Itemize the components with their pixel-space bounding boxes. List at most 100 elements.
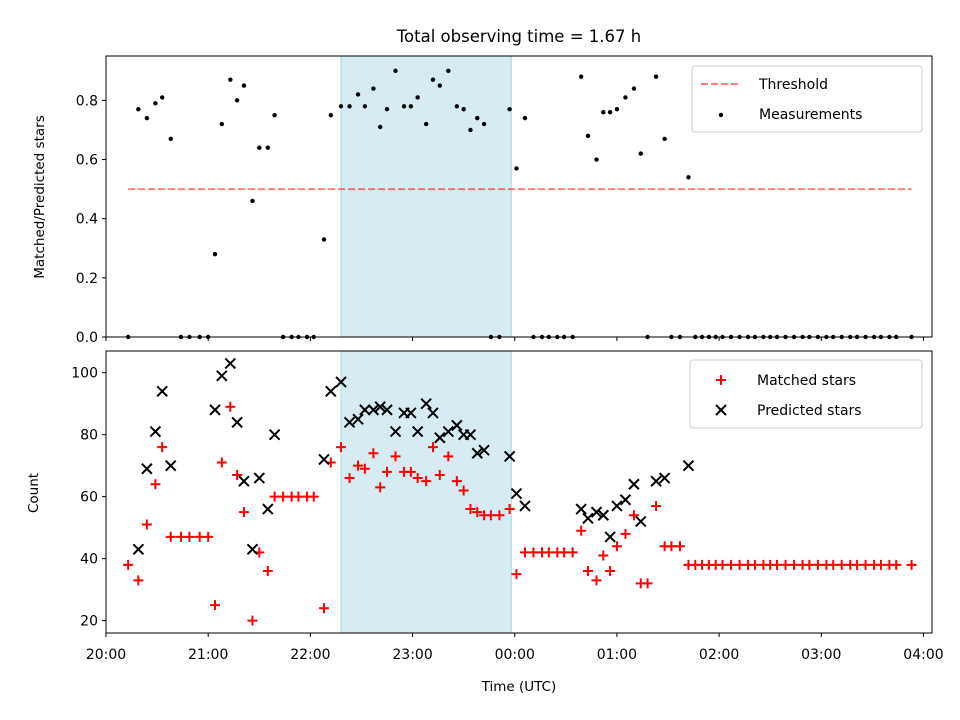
data-point <box>812 559 823 570</box>
data-point <box>375 482 386 493</box>
data-point <box>465 504 476 515</box>
data-point <box>318 453 330 466</box>
data-point <box>726 559 737 570</box>
data-point <box>241 83 247 88</box>
data-point <box>335 376 347 388</box>
data-point <box>336 442 347 453</box>
data-point <box>475 115 480 121</box>
data-point <box>141 519 152 530</box>
bottom-plot-frame <box>105 350 933 634</box>
x-tick-label: 22:00 <box>290 647 330 663</box>
data-point <box>860 559 871 570</box>
legend-measurements-marker <box>718 112 724 118</box>
data-point <box>650 475 662 487</box>
top-y-label: Matched/Predicted stars <box>32 115 48 278</box>
data-point <box>238 475 250 487</box>
data-point <box>504 504 515 515</box>
bottom-marks <box>123 357 917 626</box>
data-point <box>278 491 289 502</box>
data-point <box>628 478 640 490</box>
legend-matched-label: Matched stars <box>757 373 856 389</box>
data-point <box>611 500 623 512</box>
data-point <box>262 503 274 515</box>
data-point <box>443 451 454 462</box>
data-point <box>458 485 469 496</box>
y-tick-label: 0.8 <box>76 93 98 109</box>
legend-predicted-label: Predicted stars <box>757 403 862 419</box>
data-point <box>653 74 659 79</box>
data-point <box>212 251 218 257</box>
data-point <box>144 115 150 121</box>
legend-predicted-marker <box>715 404 727 416</box>
bottom-y-label: Count <box>26 473 42 513</box>
data-point <box>430 77 436 82</box>
data-point <box>575 503 587 515</box>
data-point <box>481 121 487 127</box>
data-point <box>522 115 528 121</box>
data-point <box>651 500 662 511</box>
data-point <box>253 472 265 484</box>
data-point <box>382 466 393 477</box>
data-point <box>519 547 530 558</box>
data-point <box>628 510 639 521</box>
data-point <box>209 600 220 611</box>
data-point <box>168 136 173 142</box>
bottom-legend-box <box>689 359 923 429</box>
data-point <box>666 541 677 552</box>
data-point <box>611 541 622 552</box>
data-point <box>371 86 376 91</box>
data-point <box>598 550 609 561</box>
data-point <box>156 385 168 397</box>
data-point <box>338 104 344 109</box>
data-point <box>852 559 863 570</box>
x-tick-label: 02:00 <box>699 647 739 663</box>
data-point <box>405 466 416 477</box>
data-point <box>514 166 519 171</box>
data-point <box>247 615 258 626</box>
data-point <box>393 68 398 73</box>
data-point <box>780 559 791 570</box>
data-point <box>160 95 165 100</box>
data-point <box>389 425 402 438</box>
data-point <box>597 509 610 521</box>
data-point <box>638 151 643 156</box>
data-point <box>347 104 352 109</box>
data-point <box>578 74 584 79</box>
data-point <box>234 98 240 103</box>
data-point <box>318 603 329 614</box>
data-point <box>891 559 902 570</box>
data-point <box>325 385 337 397</box>
legend-matched-marker <box>716 375 726 385</box>
x-tick-label: 23:00 <box>392 647 432 663</box>
data-point <box>150 479 161 490</box>
bottom-x-axis: 20:00 21:00 22:00 23:00 00:00 01:00 02:00 03:00… <box>86 633 944 663</box>
data-point <box>591 575 602 586</box>
data-point <box>454 104 460 109</box>
data-point <box>216 457 227 468</box>
x-tick-label: 20:00 <box>86 647 126 663</box>
data-point <box>717 559 728 570</box>
data-point <box>607 110 613 115</box>
data-point <box>368 448 379 459</box>
data-point <box>543 547 554 558</box>
data-point <box>446 68 451 73</box>
data-point <box>614 107 620 112</box>
data-point <box>906 559 917 570</box>
top-legend: Threshold Measurements <box>691 65 923 133</box>
data-point <box>836 559 847 570</box>
legend-threshold-label: Threshold <box>758 77 828 93</box>
data-point <box>503 450 516 463</box>
data-point <box>567 547 578 558</box>
data-point <box>686 175 691 180</box>
data-point <box>434 432 446 444</box>
data-point <box>175 531 186 542</box>
data-point <box>374 401 386 413</box>
data-point <box>478 444 490 456</box>
data-point <box>367 404 380 416</box>
top-title: Total observing time = 1.67 h <box>396 27 641 46</box>
y-tick-label: 0.6 <box>76 153 98 169</box>
data-point <box>519 500 531 512</box>
data-point <box>461 107 466 112</box>
data-point <box>136 107 141 112</box>
data-point <box>194 531 205 542</box>
